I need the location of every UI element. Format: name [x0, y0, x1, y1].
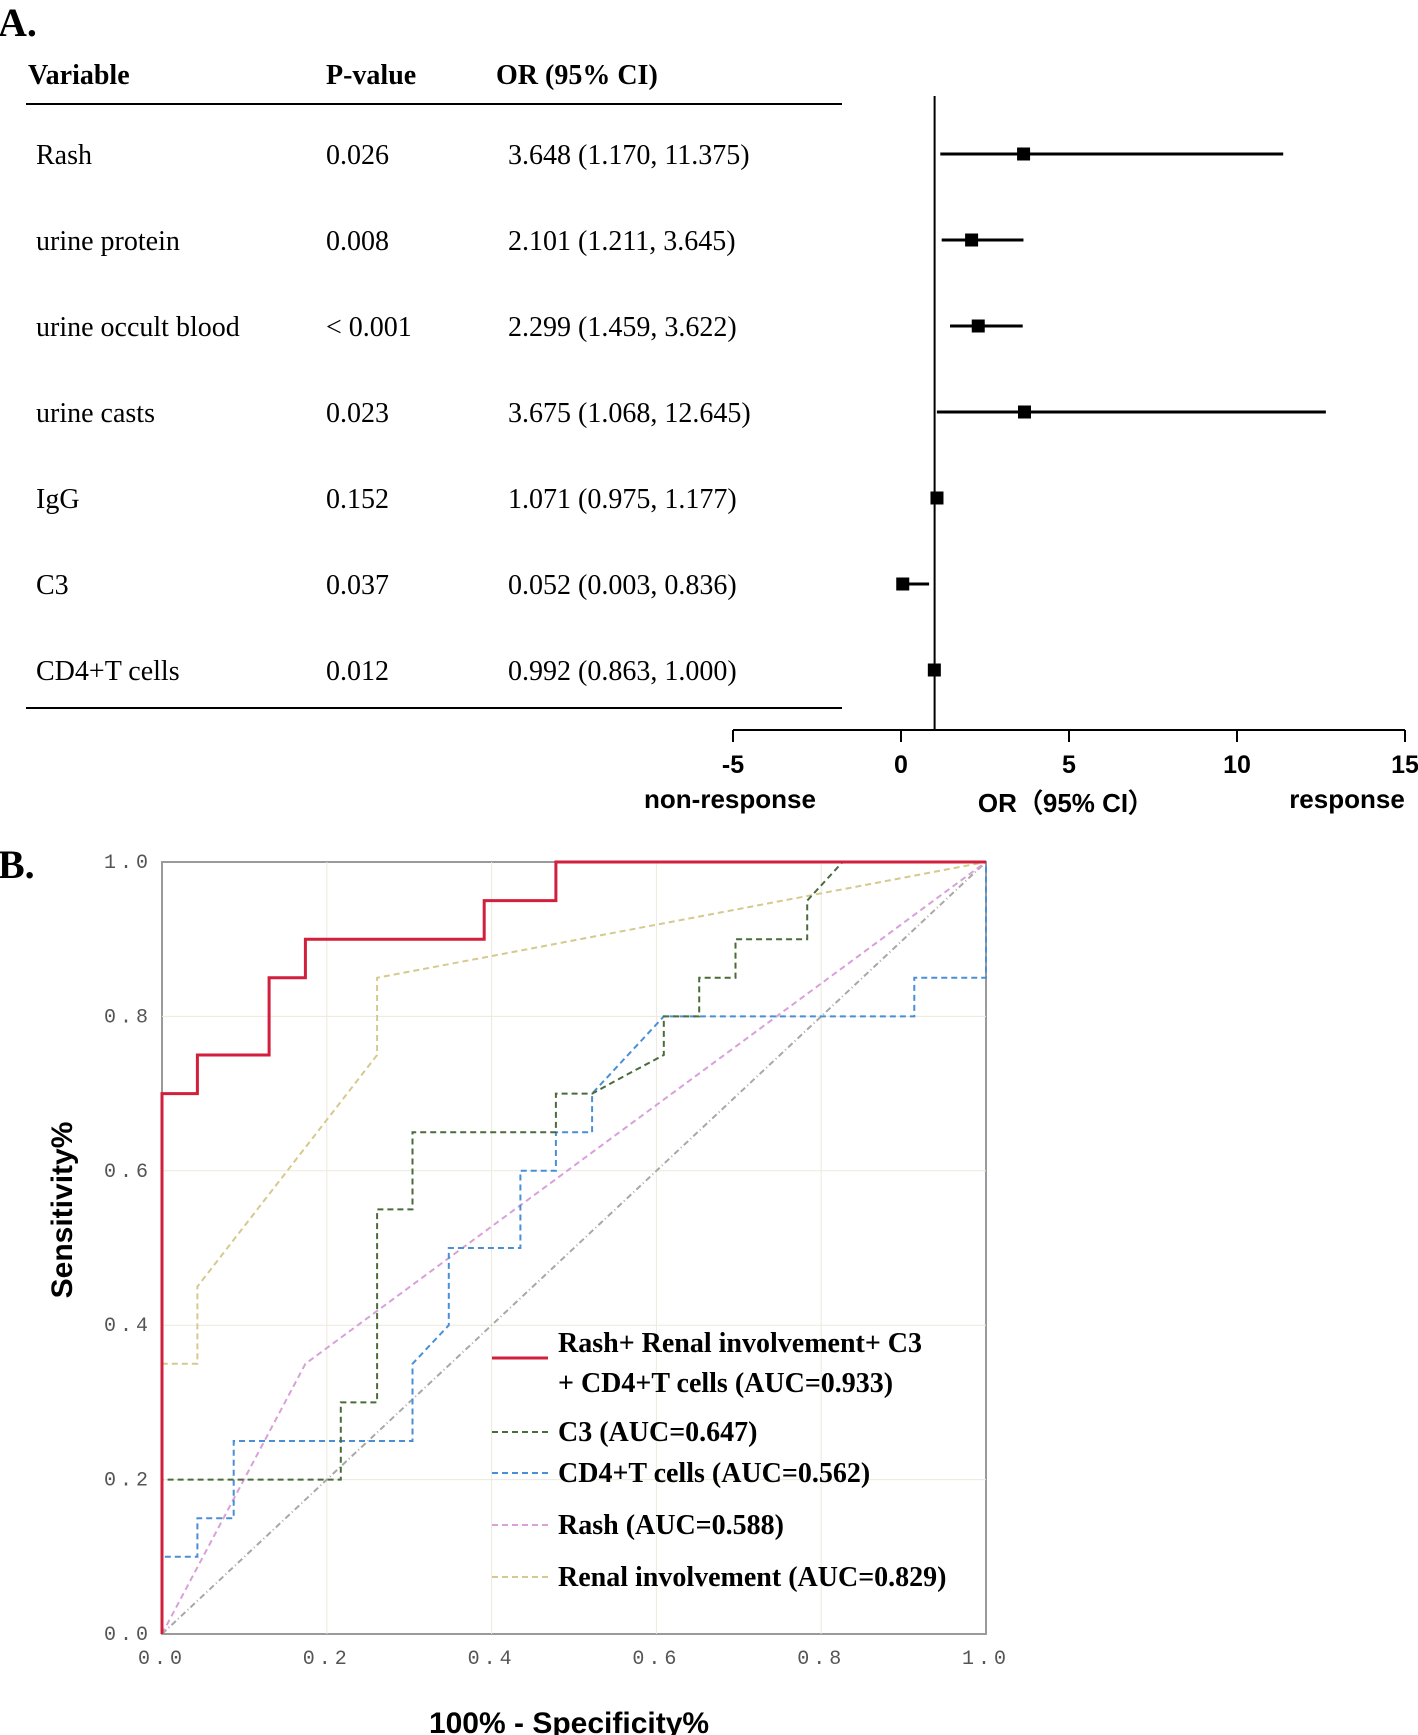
forest-table-rows: Rash 0.026 3.648 (1.170, 11.375) urine prot…: [36, 140, 751, 687]
roc-series-line: [161, 861, 986, 1634]
roc-ylabel: Sensitivity%: [46, 1122, 79, 1299]
roc-plot: 0.0 0.2 0.4 0.6 0.8 1.0 0.0 0.2 0.4 0.6 0.8 1.0: [104, 852, 1010, 1671]
roc-y-tick-label: 0.6: [104, 1161, 152, 1184]
or-point: [1017, 147, 1031, 161]
roc-x-tick-label: 0.4: [468, 1648, 516, 1671]
row-p-value: 0.026: [326, 140, 389, 171]
legend-label: + CD4+T cells (AUC=0.933): [558, 1368, 893, 1399]
row-p-value: 0.008: [326, 226, 389, 257]
row-p-value: 0.012: [326, 656, 389, 687]
roc-y-tick-label: 0.0: [104, 1624, 152, 1647]
row-or-ci: 2.299 (1.459, 3.622): [508, 312, 737, 343]
roc-x-tick-label: 0.8: [797, 1648, 845, 1671]
row-p-value: 0.152: [326, 484, 389, 515]
row-variable: urine casts: [36, 398, 155, 429]
row-or-ci: 3.675 (1.068, 12.645): [508, 398, 751, 429]
or-point: [930, 491, 944, 505]
forest-x-tick-label: 5: [1062, 751, 1076, 779]
row-variable: urine occult blood: [36, 312, 240, 343]
roc-series-line: [160, 860, 986, 1634]
roc-series-line: [161, 861, 987, 1635]
row-or-ci: 2.101 (1.211, 3.645): [508, 226, 736, 257]
forest-x-tick-label: 0: [894, 751, 908, 779]
roc-y-tick-label: 1.0: [104, 852, 152, 875]
header-pvalue: P-value: [326, 60, 416, 91]
legend-label: CD4+T cells (AUC=0.562): [558, 1458, 870, 1489]
roc-y-tick-label: 0.4: [104, 1315, 152, 1338]
roc-series-line: [161, 861, 987, 1635]
forest-x-tick-label: 15: [1391, 751, 1418, 779]
panel-a-label: A.: [0, 0, 37, 45]
forest-xlabel: OR（95% CI）: [978, 788, 1154, 818]
header-variable: Variable: [28, 60, 130, 91]
roc-series-line: [161, 862, 987, 1634]
forest-plot: -5 0 5 10 15: [722, 96, 1418, 779]
legend-label: Rash (AUC=0.588): [558, 1510, 784, 1541]
or-point: [896, 577, 910, 591]
legend-label: Rash+ Renal involvement+ C3: [558, 1328, 922, 1359]
row-p-value: 0.037: [326, 570, 389, 601]
or-point: [1017, 405, 1031, 419]
row-or-ci: 0.992 (0.863, 1.000): [508, 656, 737, 687]
or-point: [965, 233, 979, 247]
forest-x-tick-label: -5: [722, 751, 744, 779]
roc-x-tick-label: 0.2: [303, 1648, 351, 1671]
row-or-ci: 0.052 (0.003, 0.836): [508, 570, 737, 601]
header-or: OR (95% CI): [496, 60, 658, 91]
xlabel-non-response: non-response: [644, 784, 816, 814]
roc-xlabel: 100% - Specificity%: [429, 1707, 709, 1735]
legend-label: C3 (AUC=0.647): [558, 1417, 758, 1448]
xlabel-response: response: [1289, 784, 1405, 814]
or-point: [971, 319, 985, 333]
row-or-ci: 1.071 (0.975, 1.177): [508, 484, 737, 515]
roc-y-tick-label: 0.8: [104, 1006, 152, 1029]
roc-y-tick-label: 0.2: [104, 1470, 152, 1493]
row-variable: C3: [36, 570, 69, 601]
row-variable: IgG: [36, 484, 80, 515]
legend-label: Renal involvement (AUC=0.829): [558, 1562, 946, 1593]
row-p-value: < 0.001: [326, 312, 412, 343]
roc-x-tick-label: 0.0: [138, 1648, 186, 1671]
row-variable: Rash: [36, 140, 92, 171]
roc-x-tick-label: 0.6: [632, 1648, 680, 1671]
roc-x-tick-label: 1.0: [962, 1648, 1010, 1671]
row-or-ci: 3.648 (1.170, 11.375): [508, 140, 750, 171]
roc-legend: Rash+ Renal involvement+ C3 + CD4+T cells…: [492, 1328, 946, 1593]
row-p-value: 0.023: [326, 398, 389, 429]
forest-x-tick-label: 10: [1223, 751, 1251, 779]
panel-b-label: B.: [0, 842, 35, 887]
row-variable: CD4+T cells: [36, 656, 180, 687]
row-variable: urine protein: [36, 226, 180, 257]
